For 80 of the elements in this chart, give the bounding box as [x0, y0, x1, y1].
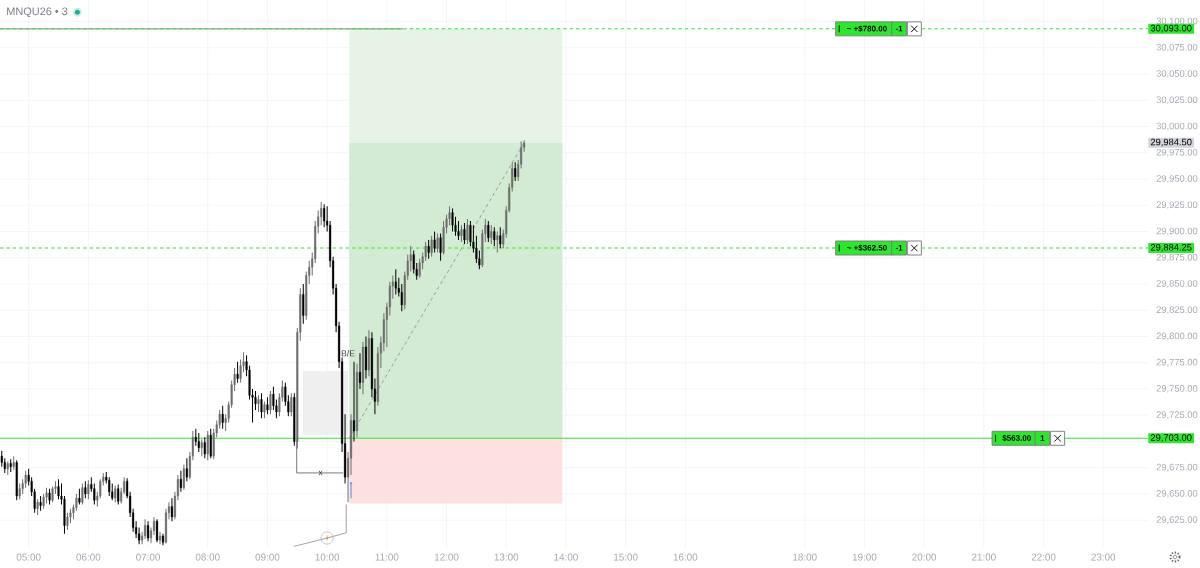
annotation: -1	[895, 244, 903, 251]
y-tick-label: 29,650.00	[1156, 490, 1198, 498]
annotation: x	[318, 470, 323, 476]
y-tick-label: 30,100.00	[1156, 17, 1198, 26]
candlestick	[87, 479, 90, 500]
candlestick	[436, 233, 439, 253]
x-tick-label: 11:00	[375, 553, 399, 561]
candlestick	[487, 220, 490, 243]
text: 29,984.50	[1150, 138, 1192, 147]
y-tick-label: 29,675.00	[1156, 463, 1198, 472]
annotation: ~ +$362.50	[847, 244, 887, 252]
y-tick-label: 29,775.00	[1156, 358, 1198, 367]
candlestick	[185, 457, 188, 482]
x-tick-label: 14:00	[554, 553, 578, 561]
x-tick-label: 23:00	[1091, 553, 1116, 561]
annotation: 1	[1040, 435, 1045, 441]
y-tick-label: 29,925.00	[1156, 201, 1198, 210]
candlestick	[496, 230, 499, 253]
x-tick-label: 22:00	[1031, 553, 1056, 561]
candlestick	[209, 428, 212, 459]
candlestick	[179, 470, 182, 493]
x-tick-label: 20:00	[912, 553, 937, 561]
x-tick-label: 07:00	[136, 553, 161, 561]
x-tick-label: 21:00	[971, 553, 996, 561]
line-series	[293, 504, 347, 547]
candlestick	[206, 430, 209, 461]
candlestick	[364, 335, 367, 379]
ref-line-label: 29,884.25	[1150, 243, 1192, 252]
candlestick	[323, 203, 326, 228]
ref-line-label: 29,703.00	[1150, 434, 1192, 442]
y-tick-label: 30,075.00	[1156, 43, 1198, 52]
x-tick-label: 05:00	[16, 553, 41, 561]
y-tick-label: 29,800.00	[1156, 332, 1198, 341]
candlestick	[302, 283, 305, 325]
x-tick-label: 08:00	[195, 553, 220, 561]
annotation: -1	[895, 25, 903, 32]
candlestick	[290, 392, 293, 417]
x-tick-label: 12:00	[434, 553, 459, 561]
candlestick	[499, 226, 502, 249]
x-tick-label: 19:00	[852, 553, 877, 561]
x-tick-label: 06:00	[76, 553, 101, 561]
candlestick	[493, 226, 496, 247]
candlestick	[433, 230, 436, 253]
y-tick-label: 29,750.00	[1156, 385, 1198, 393]
y-tick-label: 29,825.00	[1156, 306, 1198, 315]
candlestick	[144, 518, 147, 540]
candlestick	[269, 390, 272, 415]
candlestick	[197, 432, 200, 453]
y-tick-label: 29,625.00	[1156, 516, 1198, 525]
y-tick-label: 29,975.00	[1156, 148, 1198, 157]
candlestick	[463, 222, 466, 245]
candlestick	[108, 476, 111, 497]
candlestick	[427, 239, 430, 260]
annotation: $563.00	[1002, 434, 1031, 442]
y-tick-label: 30,025.00	[1156, 96, 1198, 105]
y-tick-label: 29,950.00	[1156, 175, 1198, 183]
candlestick	[221, 405, 224, 430]
y-tick-label: 29,850.00	[1156, 280, 1198, 288]
ref-line-label: 30,093.00	[1150, 24, 1192, 33]
annotation: ~ +$780.00	[847, 25, 887, 32]
y-tick-label: 29,875.00	[1156, 253, 1198, 262]
candlestick	[466, 218, 469, 245]
candlestick	[394, 268, 397, 295]
y-tick-label: 30,000.00	[1156, 122, 1198, 131]
x-tick-label: 18:00	[793, 553, 817, 561]
x-tick-label: 09:00	[255, 553, 280, 561]
annotation: B/E	[341, 350, 355, 357]
y-tick-label: 29,725.00	[1156, 411, 1198, 420]
candlestick	[358, 352, 362, 390]
x-tick-label: 15:00	[614, 553, 638, 561]
candlestick	[490, 224, 493, 245]
candlestick	[430, 235, 433, 258]
x-tick-label: 16:00	[673, 553, 698, 561]
y-tick-label: 30,050.00	[1156, 70, 1198, 78]
y-tick-label: 29,900.00	[1156, 227, 1198, 236]
candlestick	[451, 207, 454, 232]
text: MNQU26 • 3	[7, 7, 68, 18]
x-tick-label: 13:00	[494, 553, 519, 561]
x-tick-label: 10:00	[315, 553, 340, 561]
candlestick	[236, 361, 239, 384]
